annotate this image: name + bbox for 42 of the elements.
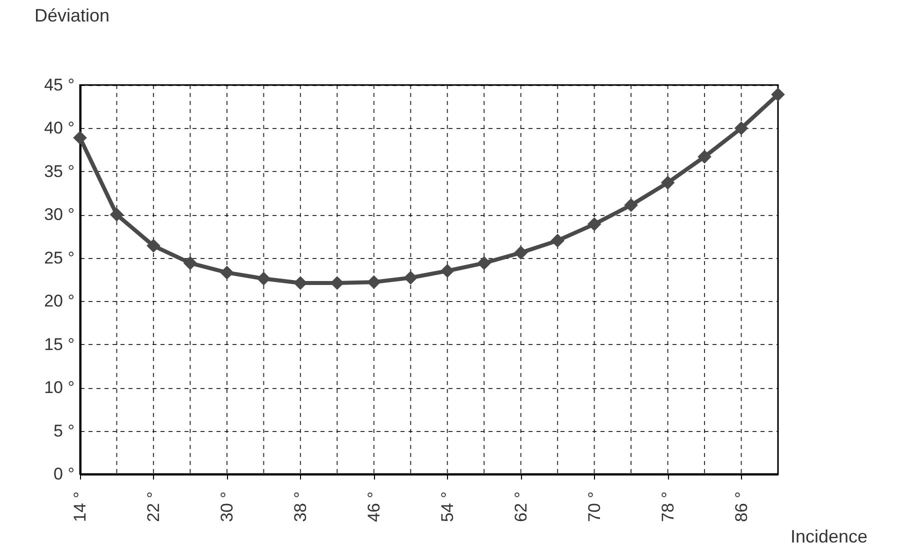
point	[294, 276, 308, 290]
point	[734, 121, 748, 136]
x-tick-label: 86 °	[732, 492, 751, 522]
x-axis-title: Incidence	[790, 526, 868, 544]
point	[404, 270, 418, 285]
point	[698, 150, 712, 164]
point	[660, 176, 675, 190]
point	[550, 234, 564, 248]
point	[330, 276, 344, 290]
x-tick-label: 38 °	[290, 492, 310, 522]
y-tick-label: 5 °	[54, 421, 74, 440]
y-tick-label: 35 °	[44, 162, 74, 181]
x-tick-label: 46 °	[364, 492, 384, 522]
y-tick-label: 20 °	[44, 292, 74, 311]
x-tick-label: 78 °	[658, 492, 678, 522]
y-tick-label: 25 °	[44, 248, 74, 268]
y-tick-label: 0 °	[54, 464, 74, 484]
point	[440, 264, 454, 278]
point	[624, 198, 638, 212]
x-tick-label: 30 °	[217, 492, 236, 522]
x-tick-label: 70 °	[584, 492, 604, 522]
y-tick-label: 30 °	[44, 205, 74, 224]
point	[220, 266, 234, 280]
point	[110, 208, 124, 222]
y-tick-label: 10 °	[44, 378, 74, 398]
point	[367, 275, 381, 289]
x-tick-label: 54 °	[438, 492, 457, 522]
point	[771, 88, 785, 102]
y-tick-label: 15 °	[44, 334, 74, 354]
y-axis-title: Déviation	[34, 6, 110, 26]
point	[146, 238, 160, 253]
x-tick-label: 14 °	[70, 492, 90, 522]
point	[477, 256, 491, 270]
point	[514, 246, 528, 260]
y-tick-label: 40 °	[44, 118, 74, 138]
x-tick-label: 22 °	[144, 492, 163, 522]
point	[256, 272, 271, 286]
point	[73, 130, 87, 145]
point	[587, 217, 602, 232]
y-tick-label: 45 °	[44, 76, 74, 94]
x-tick-label: 62 °	[511, 492, 530, 522]
point	[183, 256, 198, 270]
